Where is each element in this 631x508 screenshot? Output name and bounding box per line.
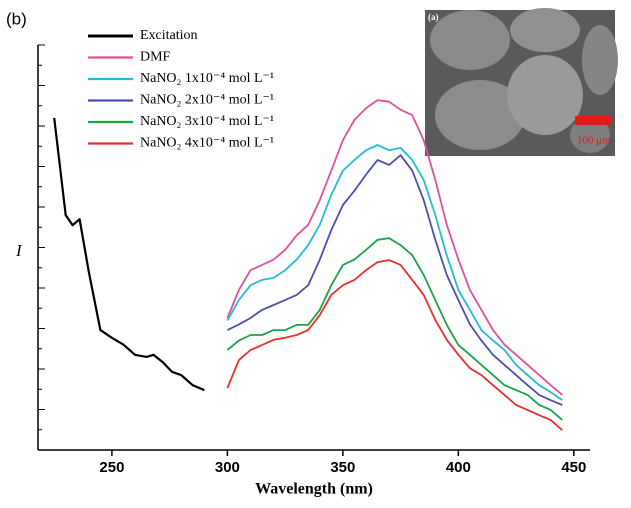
line bbox=[227, 154, 563, 406]
grain bbox=[570, 117, 610, 153]
line bbox=[53, 117, 205, 392]
inset-image: (a) 100 μm bbox=[425, 8, 618, 156]
x-tick-label: 350 bbox=[330, 459, 355, 476]
grain bbox=[510, 8, 580, 52]
legend-label: NaNO₂ 2x10⁻⁴ mol L⁻¹ bbox=[140, 93, 274, 108]
panel-label: (b) bbox=[6, 9, 27, 28]
x-tick-label: 300 bbox=[215, 459, 240, 476]
x-tick-label: 450 bbox=[561, 459, 586, 476]
x-tick-label: 400 bbox=[446, 459, 471, 476]
line bbox=[226, 99, 563, 396]
legend: Excitation DMF NaNO₂ 1x10⁻⁴ mol L⁻¹ NaNO₂ 2… bbox=[88, 28, 274, 151]
inset-label: (a) bbox=[428, 12, 439, 22]
legend-label: NaNO₂ 1x10⁻⁴ mol L⁻¹ bbox=[140, 71, 274, 86]
grain bbox=[582, 25, 618, 95]
line bbox=[226, 259, 563, 431]
scale-bar bbox=[575, 116, 611, 125]
x-tick-label: 250 bbox=[99, 459, 124, 476]
grain bbox=[435, 80, 525, 150]
grain bbox=[430, 10, 510, 70]
x-axis-label: Wavelength (nm) bbox=[255, 481, 373, 498]
legend-label: Excitation bbox=[140, 28, 198, 43]
grain bbox=[507, 55, 583, 135]
line bbox=[226, 237, 563, 421]
legend-label: DMF bbox=[140, 50, 171, 65]
scale-label: 100 μm bbox=[577, 135, 611, 147]
legend-label: NaNO₂ 3x10⁻⁴ mol L⁻¹ bbox=[140, 114, 274, 129]
legend-label: NaNO₂ 4x10⁻⁴ mol L⁻¹ bbox=[140, 136, 274, 151]
y-axis-label: I bbox=[15, 241, 23, 260]
line bbox=[226, 144, 563, 401]
